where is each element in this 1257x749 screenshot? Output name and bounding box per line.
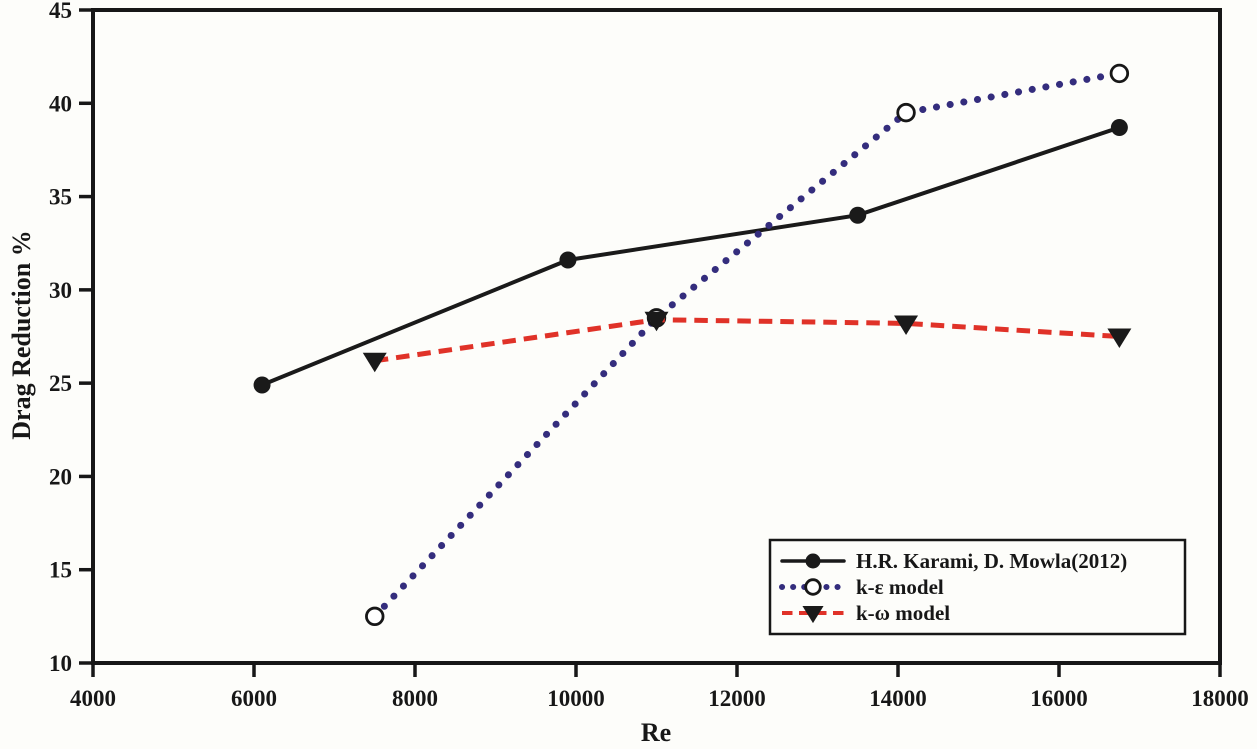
legend-label: k-ω model [856,601,950,625]
series-line-0 [260,125,1122,387]
x-tick-label: 6000 [231,686,277,711]
marker-filled-circle [805,553,821,569]
marker-open-circle [1109,63,1130,84]
y-tick-label: 20 [49,464,72,489]
y-tick-label: 35 [49,185,72,210]
plot-layer: 4000 6000 8000 10000 12000 14000 16000 18000 10 1… [49,0,1249,711]
y-axis-title: Drag Reduction % [7,230,36,439]
plot-border [91,8,1222,665]
marker-filled-circle [559,251,577,269]
y-tick-label: 40 [49,91,72,116]
marker-open-circle [804,578,822,596]
x-tick-label: 16000 [1030,686,1088,711]
marker-open-circle [365,606,385,627]
marker-filled-triangle-down [894,315,919,335]
x-tick-label: 14000 [869,686,927,711]
y-tick-label: 15 [49,558,72,583]
x-tick-label: 18000 [1191,686,1249,711]
marker-filled-circle [849,206,867,224]
y-tick-label: 45 [49,0,72,23]
marker-filled-triangle-down [644,311,669,332]
x-axis-title: Re [641,718,671,747]
marker-open-circle [896,102,916,123]
y-tick-label: 30 [49,278,72,303]
marker-filled-triangle-down [362,352,387,373]
legend-label: H.R. Karami, D. Mowla(2012) [856,549,1127,573]
marker-filled-triangle-down [1107,328,1132,348]
legend-label: k-ε model [856,575,944,599]
legend: H.R. Karami, D. Mowla(2012)k-ε modelk-ω … [768,538,1187,636]
series-layer [253,63,1132,627]
y-tick-label: 25 [49,371,72,396]
series-line-2 [374,317,1120,364]
x-tick-label: 8000 [392,686,438,711]
marker-filled-circle [253,376,271,394]
series-line-1 [371,69,1123,620]
legend-box [768,538,1187,636]
marker-filled-triangle-down [802,605,824,624]
x-tick-label: 12000 [708,686,766,711]
marker-filled-circle [1110,119,1128,137]
x-tick-label: 10000 [547,686,605,711]
x-tick-label: 4000 [70,686,116,711]
y-tick-label: 10 [49,651,72,676]
